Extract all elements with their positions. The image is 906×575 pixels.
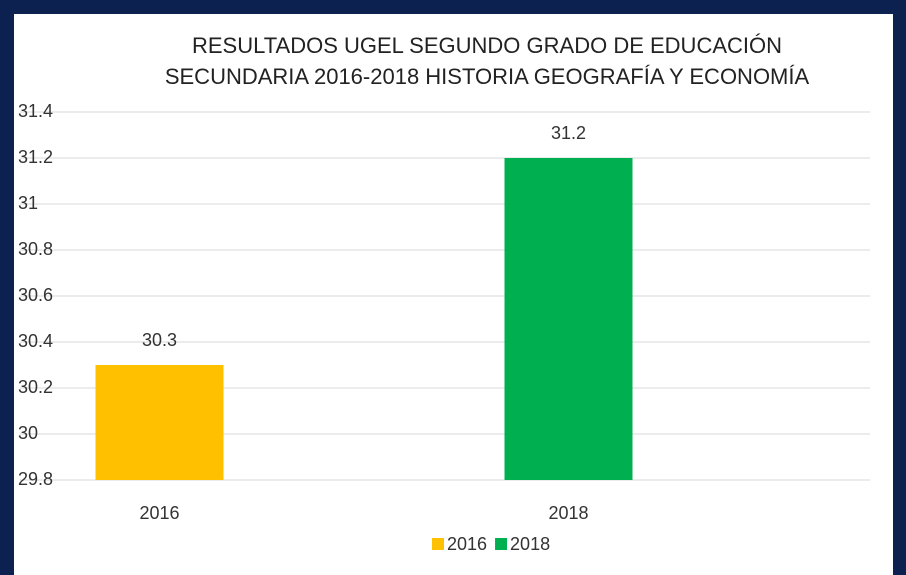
y-tick-label: 29.8 <box>18 469 53 489</box>
legend-label: 2018 <box>510 534 550 554</box>
y-tick-label: 31 <box>18 193 38 213</box>
x-tick-label: 2018 <box>548 503 588 523</box>
y-tick-label: 30.8 <box>18 239 53 259</box>
y-tick-label: 31.4 <box>18 101 53 121</box>
data-label: 31.2 <box>551 123 586 143</box>
legend-swatch <box>432 538 444 550</box>
bar <box>504 158 633 480</box>
y-tick-label: 31.2 <box>18 147 53 167</box>
legend-label: 2016 <box>447 534 487 554</box>
y-tick-label: 30 <box>18 423 38 443</box>
legend-swatch <box>495 538 508 550</box>
y-tick-label: 30.2 <box>18 377 53 397</box>
bar <box>95 365 224 480</box>
x-tick-label: 2016 <box>139 503 179 523</box>
data-label: 30.3 <box>142 330 177 350</box>
y-tick-label: 30.4 <box>18 331 53 351</box>
chart-frame <box>14 14 893 575</box>
chart-title: RESULTADOS UGEL SEGUNDO GRADO DE EDUCACI… <box>164 33 810 89</box>
y-tick-label: 30.6 <box>18 285 53 305</box>
